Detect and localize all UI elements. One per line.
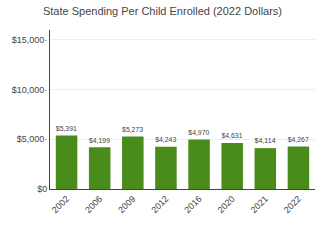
svg-text:$4,114: $4,114 bbox=[255, 137, 276, 144]
svg-text:2020: 2020 bbox=[216, 194, 237, 215]
svg-text:$4,970: $4,970 bbox=[188, 129, 209, 136]
svg-text:2002: 2002 bbox=[50, 194, 71, 215]
svg-text:$4,243: $4,243 bbox=[155, 136, 176, 143]
svg-text:$10,000·: $10,000· bbox=[12, 85, 48, 95]
svg-text:$4,267: $4,267 bbox=[288, 136, 309, 143]
svg-text:$5,391: $5,391 bbox=[56, 125, 77, 132]
svg-text:$4,199: $4,199 bbox=[89, 137, 110, 144]
svg-text:2009: 2009 bbox=[116, 194, 137, 215]
svg-text:2016: 2016 bbox=[182, 194, 203, 215]
svg-text:2022: 2022 bbox=[282, 194, 303, 215]
svg-text:2006: 2006 bbox=[83, 194, 104, 215]
svg-text:$0: $0 bbox=[37, 184, 47, 194]
svg-text:$5,000·: $5,000· bbox=[17, 134, 48, 144]
svg-text:State Spending Per Child Enrol: State Spending Per Child Enrolled (2022 … bbox=[43, 5, 282, 17]
svg-text:$15,000·: $15,000· bbox=[12, 35, 48, 45]
svg-text:2021: 2021 bbox=[249, 194, 270, 215]
svg-text:$4,631: $4,631 bbox=[221, 132, 242, 139]
svg-text:$5,273: $5,273 bbox=[122, 126, 143, 133]
svg-text:2012: 2012 bbox=[149, 194, 170, 215]
